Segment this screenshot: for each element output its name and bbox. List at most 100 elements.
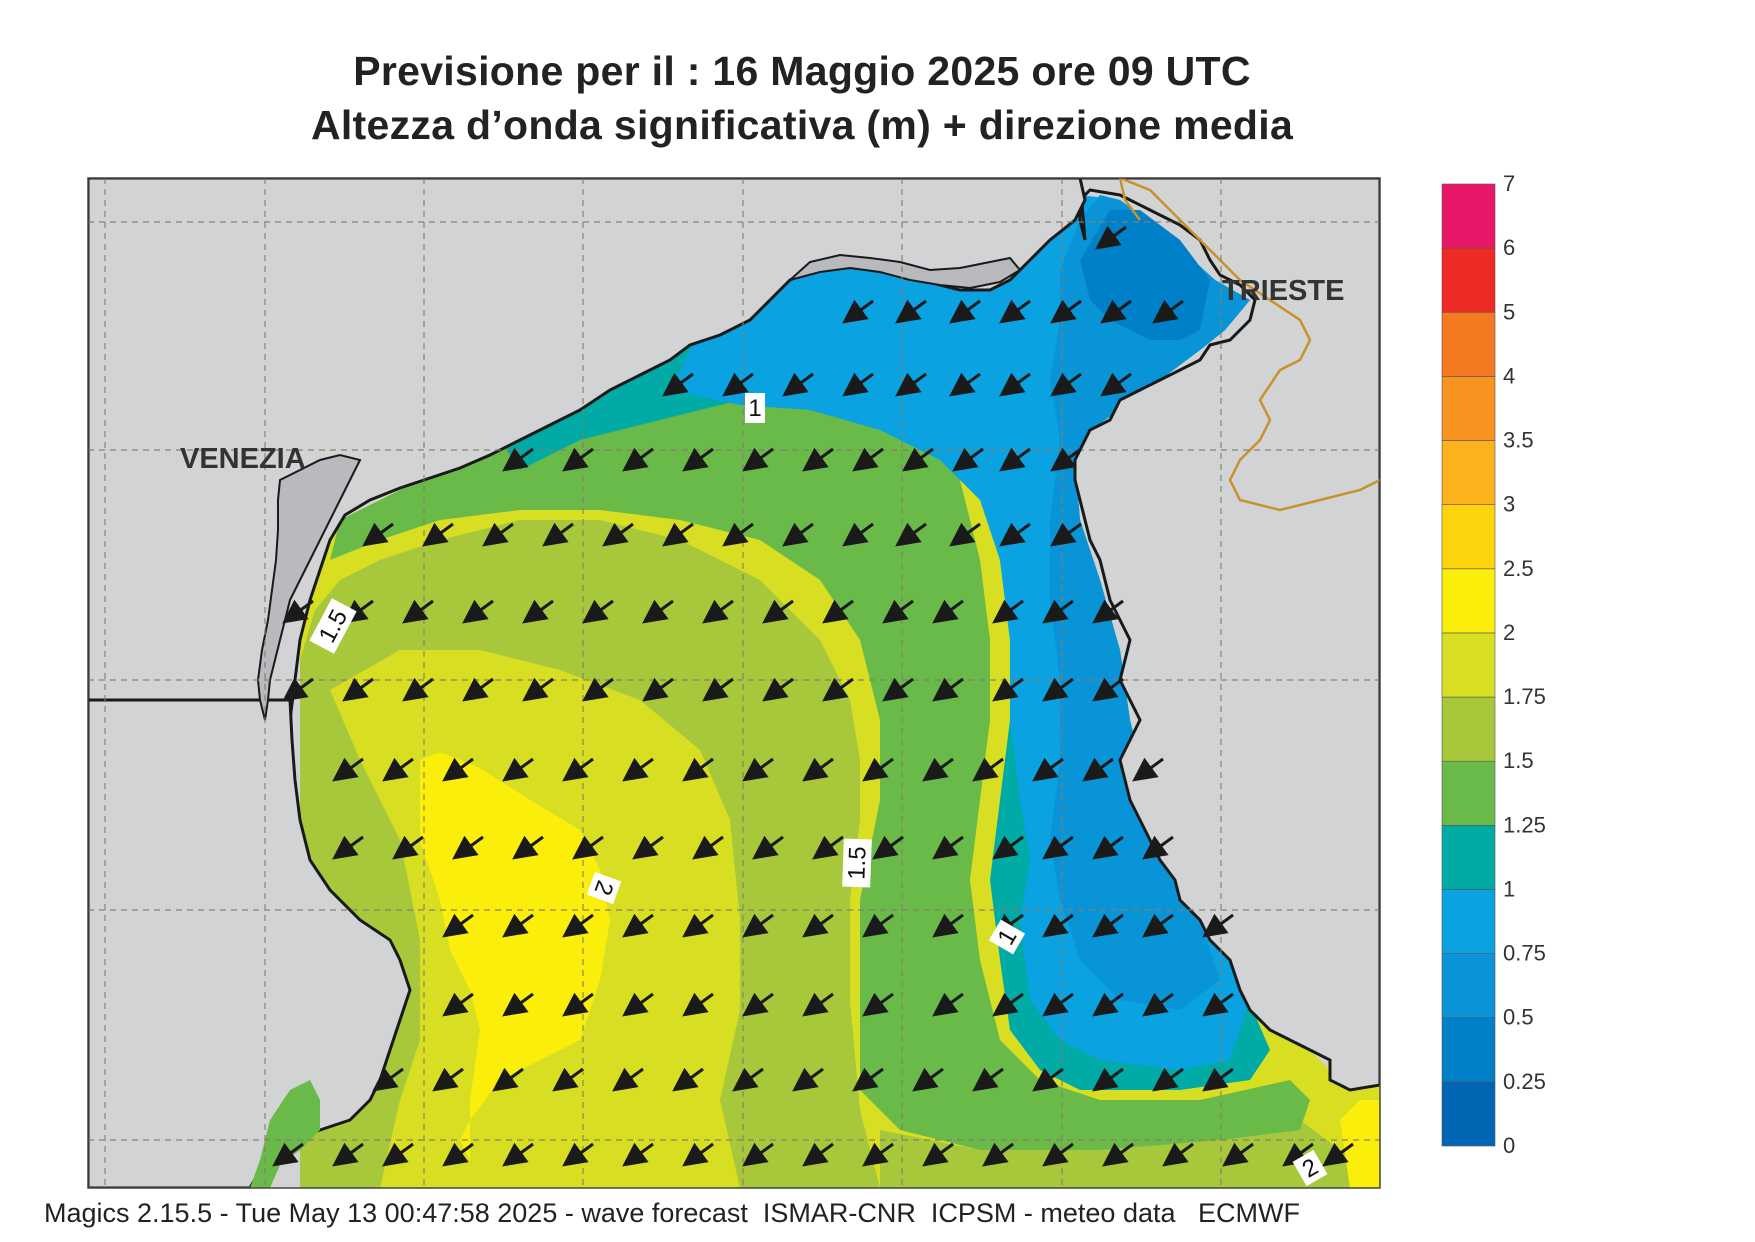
wave-arrow bbox=[612, 1067, 644, 1092]
wave-arrow bbox=[562, 757, 594, 782]
colorbar-tick-label: 5 bbox=[1503, 299, 1515, 324]
wave-arrow bbox=[682, 913, 714, 938]
contour-label-1-top: 1 bbox=[745, 393, 765, 423]
wave-arrow bbox=[642, 599, 674, 624]
wave-arrow bbox=[572, 835, 604, 860]
wave-arrow bbox=[912, 1067, 944, 1092]
wave-arrow bbox=[622, 1142, 654, 1167]
sea-band-2-se bbox=[1340, 1100, 1380, 1188]
wave-arrow bbox=[792, 1067, 824, 1092]
contour-label-text: 1 bbox=[748, 395, 761, 422]
wave-arrow bbox=[272, 1142, 304, 1167]
colorbar-swatch bbox=[1441, 504, 1496, 570]
wave-arrow bbox=[542, 522, 574, 547]
colorbar-swatch bbox=[1441, 825, 1496, 890]
wave-arrow bbox=[682, 757, 714, 782]
wave-arrow bbox=[1042, 913, 1074, 938]
wave-arrow bbox=[722, 372, 754, 397]
wave-arrow bbox=[1322, 1142, 1354, 1167]
wave-arrow bbox=[992, 599, 1024, 624]
wave-arrow bbox=[822, 677, 854, 702]
wave-arrow bbox=[1202, 1067, 1234, 1092]
wave-arrow bbox=[952, 447, 984, 472]
wave-arrow bbox=[872, 835, 904, 860]
sea-band-1-5 bbox=[300, 520, 880, 1188]
wave-arrow bbox=[662, 372, 694, 397]
wave-arrow bbox=[762, 599, 794, 624]
wave-arrow bbox=[1042, 835, 1074, 860]
wave-arrow bbox=[782, 372, 814, 397]
colorbar-swatch bbox=[1441, 247, 1496, 313]
wave-arrow bbox=[602, 522, 634, 547]
contour-label-text: 1.5 bbox=[843, 846, 871, 880]
wave-arrow bbox=[1202, 913, 1234, 938]
wave-arrow bbox=[1050, 447, 1082, 472]
wave-arrow bbox=[702, 677, 734, 702]
colorbar-swatch bbox=[1441, 889, 1496, 954]
wave-arrow bbox=[1082, 757, 1114, 782]
wave-arrow bbox=[662, 522, 694, 547]
colorbar-tick-label: 6 bbox=[1503, 235, 1515, 260]
wave-arrow bbox=[992, 992, 1024, 1017]
wave-arrow bbox=[999, 522, 1031, 547]
colorbar-swatch bbox=[1441, 953, 1496, 1019]
wave-arrow bbox=[332, 835, 364, 860]
wave-arrow bbox=[842, 522, 874, 547]
wave-arrow bbox=[742, 447, 774, 472]
colorbar: 0 0.25 0.5 0.75 1 1.25 1.5 1.75 2 2.5 3 3.5 4 5 6 7 bbox=[1441, 171, 1546, 1158]
wave-arrow bbox=[1042, 992, 1074, 1017]
wave-arrow bbox=[502, 992, 534, 1017]
colorbar-swatch bbox=[1441, 183, 1496, 249]
wave-arrow bbox=[562, 913, 594, 938]
wave-arrow bbox=[742, 992, 774, 1017]
wave-arrow bbox=[1282, 1142, 1314, 1167]
wave-arrow bbox=[392, 835, 424, 860]
colorbar-tick-label: 1.25 bbox=[1503, 812, 1546, 837]
wave-arrow bbox=[682, 447, 714, 472]
wave-arrow bbox=[1092, 1067, 1124, 1092]
wave-arrow bbox=[1092, 677, 1124, 702]
wave-arrow bbox=[999, 299, 1031, 324]
colorbar-tick-label: 7 bbox=[1503, 171, 1515, 196]
colorbar-tick-label: 0.75 bbox=[1503, 941, 1546, 966]
wave-arrow bbox=[752, 835, 784, 860]
wave-arrow bbox=[432, 1067, 464, 1092]
wave-arrow bbox=[1102, 1142, 1134, 1167]
wave-arrow bbox=[1050, 372, 1082, 397]
wave-arrow bbox=[932, 835, 964, 860]
wave-arrow bbox=[999, 447, 1031, 472]
wave-arrow bbox=[562, 1142, 594, 1167]
wave-arrow bbox=[622, 447, 654, 472]
country-border bbox=[1119, 178, 1380, 512]
wave-arrow bbox=[502, 757, 534, 782]
wave-arrow bbox=[672, 1067, 704, 1092]
wave-arrow bbox=[972, 1067, 1004, 1092]
wave-arrow bbox=[512, 835, 544, 860]
wave-arrow bbox=[922, 1142, 954, 1167]
wave-arrow bbox=[632, 835, 664, 860]
wave-arrow bbox=[522, 677, 554, 702]
wave-arrow bbox=[552, 1067, 584, 1092]
wave-arrow bbox=[442, 1142, 474, 1167]
map-title-line2: Altezza d’onda significativa (m) + direz… bbox=[310, 102, 1294, 148]
wave-arrow bbox=[802, 1142, 834, 1167]
wave-arrow bbox=[992, 835, 1024, 860]
sea-band-1-25 bbox=[330, 320, 1310, 1150]
wave-arrow bbox=[982, 1142, 1014, 1167]
wave-arrow bbox=[862, 1142, 894, 1167]
colorbar-swatch bbox=[1441, 632, 1496, 698]
wave-arrow bbox=[622, 913, 654, 938]
city-label-trieste: TRIESTE bbox=[1222, 275, 1344, 307]
wave-arrow bbox=[342, 677, 374, 702]
map-title-line1: Previsione per il : 16 Maggio 2025 ore 0… bbox=[353, 48, 1251, 94]
wave-arrow bbox=[802, 913, 834, 938]
contour-label-1-5-center: 1.5 bbox=[842, 838, 872, 888]
wave-arrow bbox=[682, 992, 714, 1017]
wave-arrow bbox=[895, 522, 927, 547]
wave-arrow bbox=[332, 757, 364, 782]
wave-arrow bbox=[442, 913, 474, 938]
wave-arrow bbox=[932, 913, 964, 938]
wave-arrow bbox=[462, 599, 494, 624]
wave-arrow bbox=[502, 913, 534, 938]
wave-arrow bbox=[1092, 992, 1124, 1017]
